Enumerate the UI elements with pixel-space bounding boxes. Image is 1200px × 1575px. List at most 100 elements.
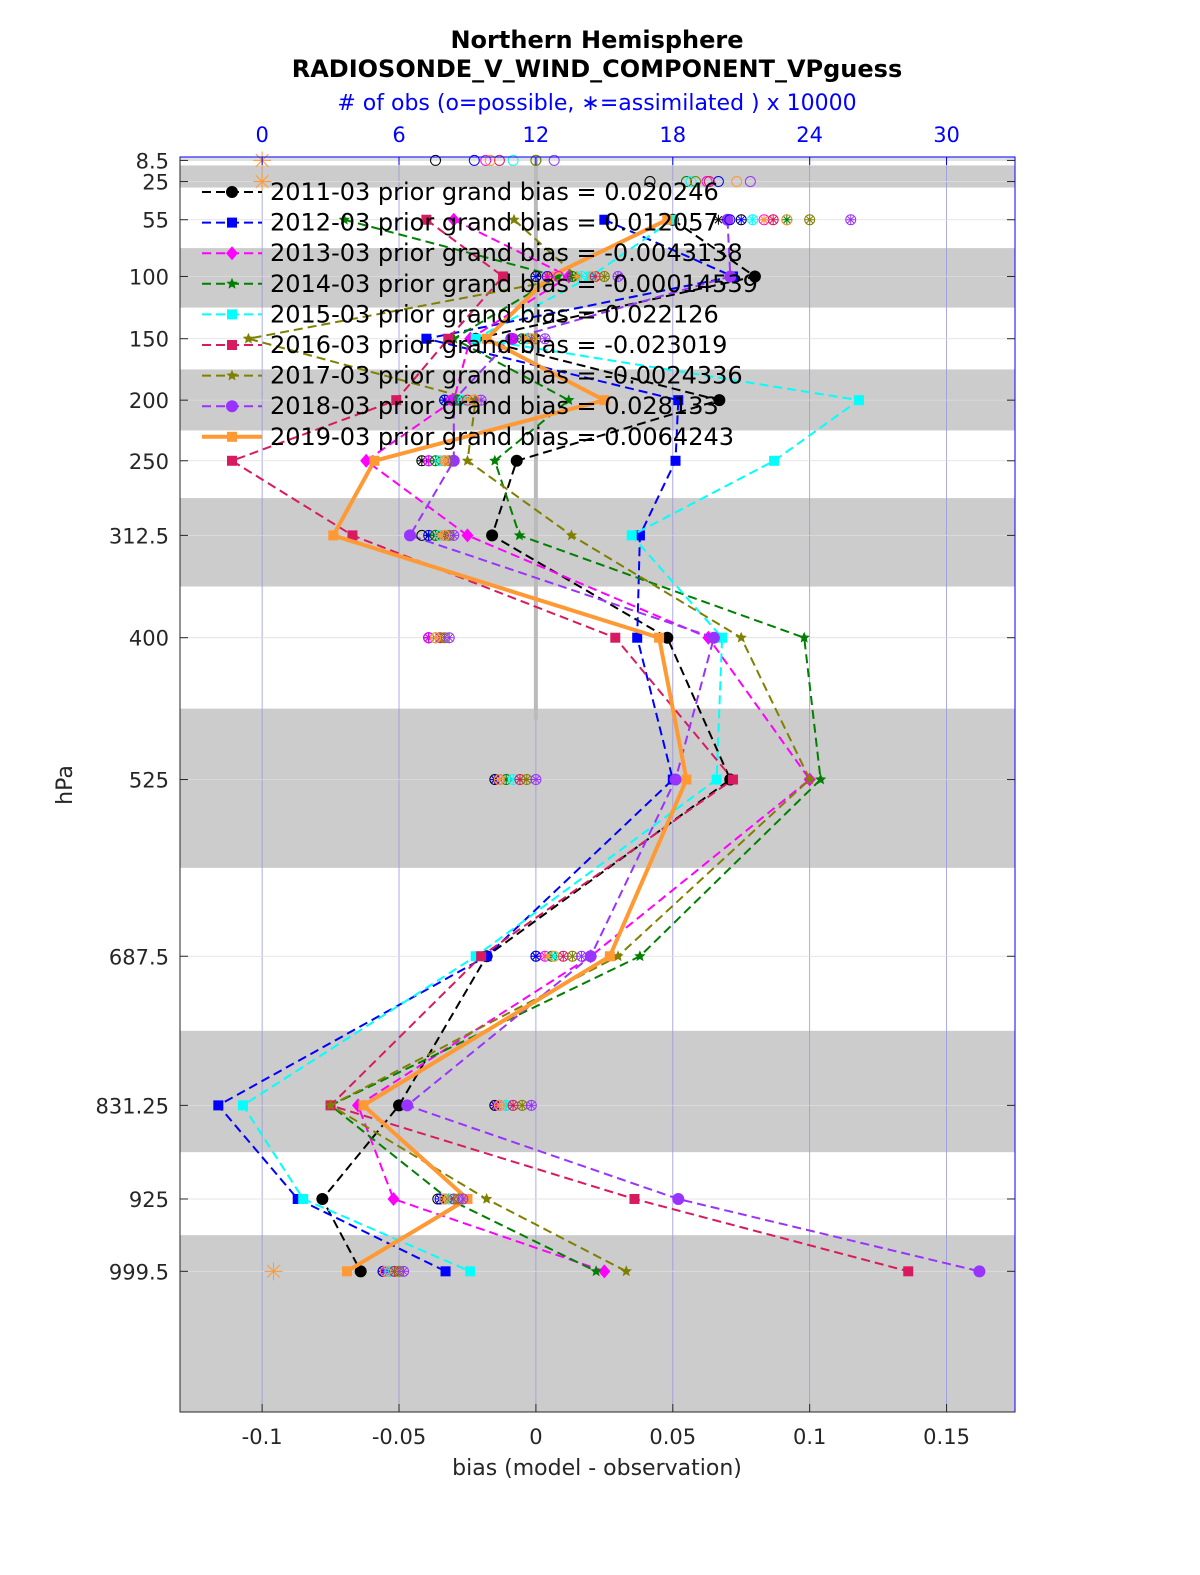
assimilated-obs-marker (494, 1100, 505, 1111)
asterisk-stroke (440, 1195, 449, 1203)
asterisk-stroke (846, 215, 855, 224)
legend-entry: 2012-03 prior grand bias = 0.012057 (202, 209, 719, 237)
asterisk-stroke (518, 1101, 527, 1110)
data-point (360, 453, 373, 468)
data-point (903, 1266, 914, 1277)
asterisk-stroke (527, 1101, 536, 1110)
data-point (612, 950, 624, 962)
asterisk-stroke (266, 1264, 281, 1278)
y-tick-label: 25 (142, 171, 169, 195)
asterisk-stroke (463, 396, 472, 405)
asterisk-stroke (737, 215, 746, 224)
assimilated-obs-marker (736, 214, 747, 225)
asterisk-stroke (573, 272, 581, 281)
asterisk-stroke (509, 334, 517, 343)
data-point (599, 395, 610, 406)
data-point (563, 394, 575, 405)
asterisk-stroke (541, 334, 549, 343)
possible-obs-marker (480, 154, 492, 166)
data-point (724, 270, 737, 283)
possible-obs-marker (731, 176, 743, 188)
data-point (632, 632, 643, 643)
data-point (626, 530, 637, 541)
data-point (973, 1265, 986, 1278)
assimilated-obs-marker (804, 214, 815, 225)
data-point (461, 528, 474, 543)
possible-obs-marker (680, 176, 692, 188)
asterisk-stroke (559, 952, 568, 961)
data-point (711, 774, 722, 785)
data-point (769, 455, 780, 466)
possible-obs-marker (379, 1265, 391, 1277)
assimilated-obs-marker (713, 214, 724, 225)
data-point (620, 1265, 632, 1277)
data-point (242, 332, 255, 344)
level-band (180, 1235, 1015, 1412)
x-tick-label: 0.05 (649, 1425, 696, 1449)
assimilated-obs-marker (747, 214, 758, 225)
possible-obs-marker (724, 214, 736, 226)
asterisk-stroke (255, 174, 269, 189)
legend-label: 2014-03 prior grand bias = -0.00014539 (270, 270, 758, 298)
data-point (447, 212, 460, 227)
top-tick-label: 6 (392, 123, 405, 147)
possible-obs-marker (548, 154, 560, 166)
data-point (481, 333, 492, 344)
possible-obs-marker (493, 154, 505, 166)
asterisk-stroke (495, 775, 504, 784)
assimilated-obs-marker (517, 1100, 528, 1111)
asterisk-stroke (760, 215, 768, 224)
data-point (510, 454, 523, 467)
level-band (180, 498, 1015, 587)
asterisk-stroke (520, 334, 529, 343)
data-point (798, 631, 810, 643)
series-line (216, 218, 737, 1273)
data-point (670, 455, 681, 466)
assimilated-obs-marker (435, 530, 446, 541)
data-point (316, 1192, 329, 1205)
data-point (661, 631, 674, 644)
data-point (721, 213, 734, 226)
assimilated-obs-marker (521, 774, 532, 785)
asterisk-stroke (532, 775, 540, 784)
possible-obs-marker (644, 176, 656, 188)
data-point (610, 632, 621, 643)
data-point (590, 1265, 602, 1277)
possible-obs-marker (744, 176, 756, 188)
legend-entry: 2014-03 prior grand bias = -0.00014539 (202, 270, 758, 298)
data-point (681, 774, 692, 785)
top-axis-label: # of obs (o=possible, ∗=assimilated ) x … (337, 91, 856, 116)
series-line (248, 218, 811, 1273)
data-point (226, 186, 238, 198)
x-tick-label: -0.1 (242, 1425, 283, 1449)
series-line (321, 218, 758, 1272)
asterisk-stroke (399, 1267, 408, 1276)
asterisk-stroke (522, 775, 531, 784)
assimilated-obs-marker (768, 214, 779, 225)
y-tick-label: 999.5 (109, 1260, 169, 1284)
asterisk-stroke (436, 531, 444, 540)
asterisk-stroke (748, 215, 757, 224)
data-point (728, 774, 739, 785)
data-point (673, 395, 684, 406)
y-tick-label: 525 (129, 769, 169, 793)
possible-obs-marker (468, 154, 480, 166)
legend-entry: 2019-03 prior grand bias = 0.0064243 (202, 423, 734, 451)
series-line (328, 218, 822, 1273)
data-point (604, 951, 615, 962)
data-point (599, 214, 610, 225)
data-point (634, 530, 645, 541)
data-point (213, 1100, 224, 1111)
possible-obs-marker (553, 270, 565, 282)
y-tick-label: 200 (129, 389, 169, 413)
y-tick-label: 312.5 (109, 524, 169, 548)
y-tick-label: 100 (129, 265, 169, 289)
level-band (180, 1030, 1015, 1153)
data-point (338, 213, 350, 225)
assimilated-obs-marker (462, 395, 473, 406)
y-tick-label: 400 (129, 627, 169, 651)
data-point (292, 1193, 303, 1204)
possible-obs-marker (507, 154, 519, 166)
data-point (584, 950, 597, 963)
zero-line (533, 157, 538, 720)
